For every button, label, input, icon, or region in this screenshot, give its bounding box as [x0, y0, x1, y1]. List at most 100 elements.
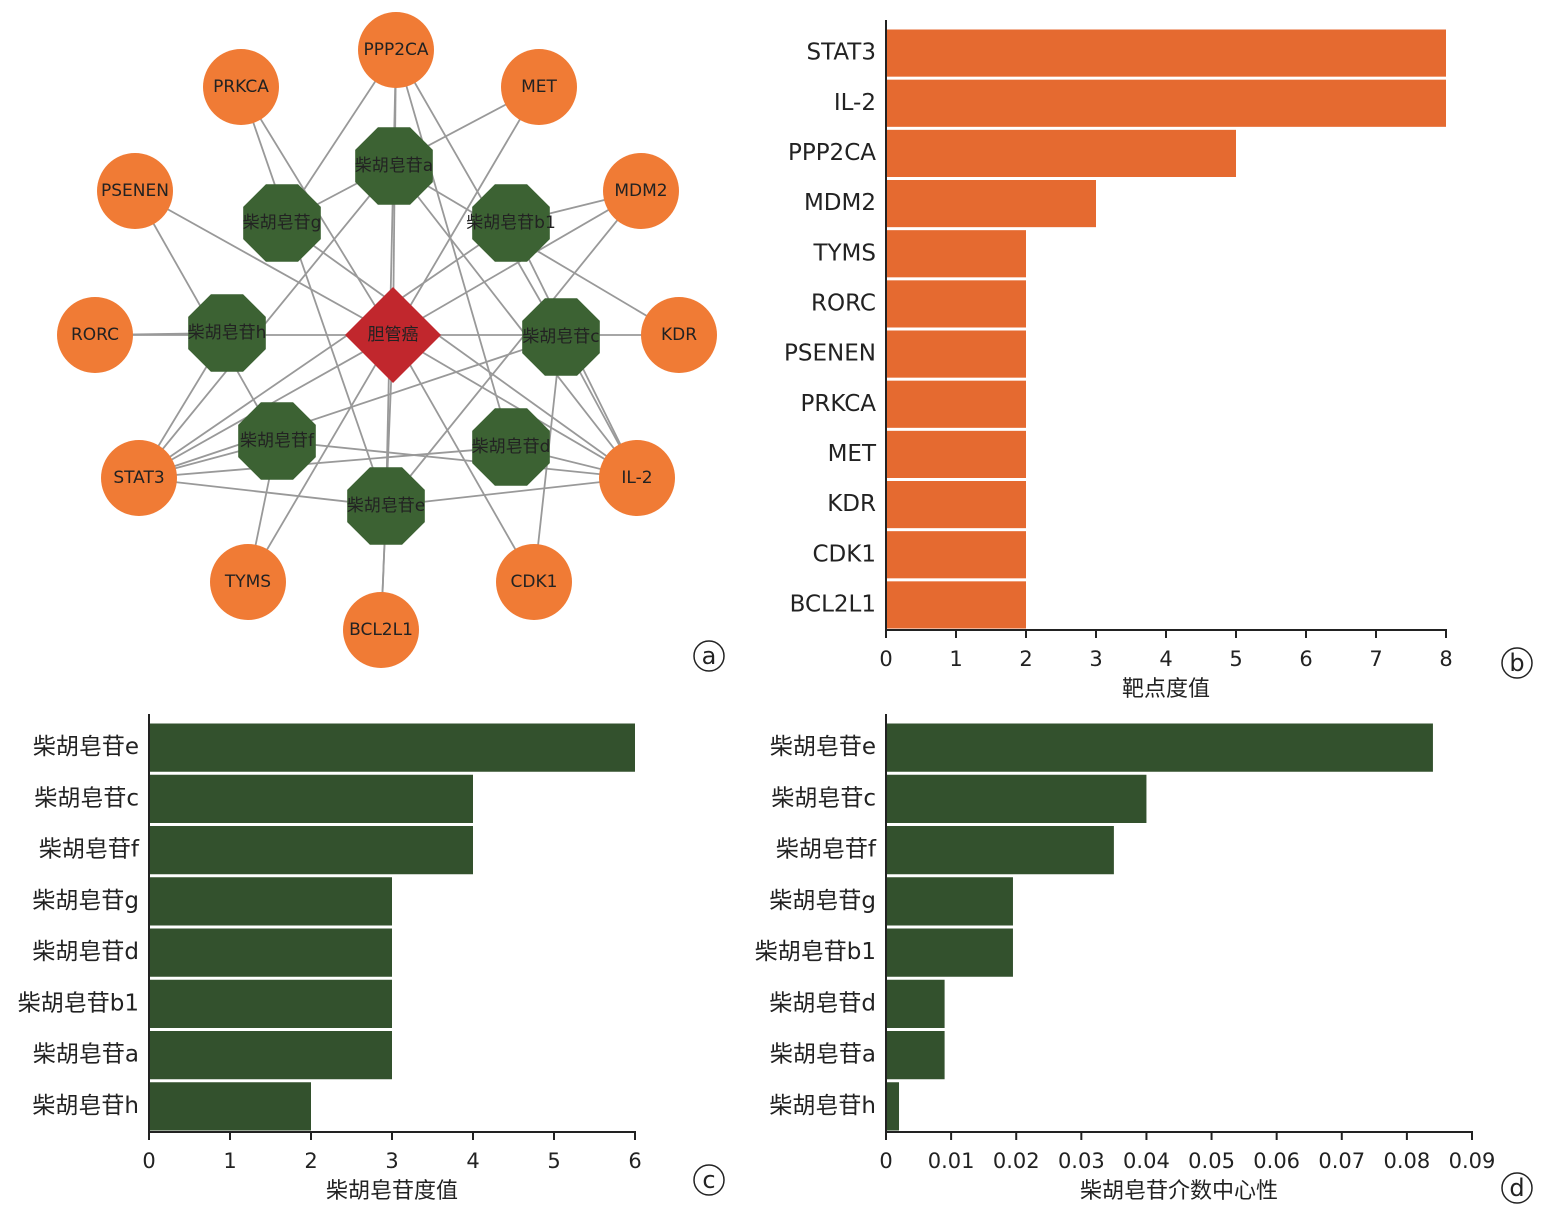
- node-label: IL-2: [621, 468, 652, 488]
- x-tick-label: 0.09: [1449, 1149, 1496, 1173]
- bar: [886, 430, 1026, 478]
- node-label: BCL2L1: [349, 620, 413, 640]
- node-label: MET: [521, 77, 557, 97]
- compound-node: [472, 408, 550, 486]
- panel-label-circle: [693, 640, 725, 672]
- edge: [392, 190, 642, 336]
- compound-node: [347, 467, 425, 545]
- compound-node: [243, 184, 321, 262]
- y-tick-label: BCL2L1: [790, 591, 876, 617]
- node-label: PSENEN: [101, 181, 169, 201]
- bar: [886, 928, 1013, 977]
- x-tick-label: 1: [223, 1149, 236, 1173]
- bar: [149, 877, 392, 926]
- y-tick-label: STAT3: [807, 40, 877, 66]
- node-label: KDR: [661, 325, 697, 345]
- node-label: 柴胡皂苷b1: [466, 213, 556, 233]
- disease-node: [345, 287, 441, 383]
- edge: [392, 334, 535, 583]
- panel-label: c: [702, 1166, 715, 1194]
- y-tick-label: 柴胡皂苷f: [776, 837, 877, 863]
- bar: [149, 723, 635, 772]
- node-label: 柴胡皂苷g: [243, 213, 322, 233]
- y-tick-label: IL-2: [834, 90, 876, 116]
- bar: [886, 280, 1026, 328]
- bar: [886, 826, 1114, 875]
- x-tick-label: 0.03: [1058, 1149, 1105, 1173]
- x-tick-label: 0.08: [1384, 1149, 1431, 1173]
- edge: [247, 334, 394, 583]
- node-label: MDM2: [614, 181, 667, 201]
- y-tick-label: PRKCA: [801, 391, 877, 417]
- node-label: 胆管癌: [368, 325, 419, 345]
- x-tick-label: 6: [1299, 647, 1312, 671]
- bar: [886, 79, 1446, 127]
- edge: [385, 190, 642, 507]
- y-tick-label: 柴胡皂苷h: [32, 1093, 139, 1119]
- edge: [395, 49, 562, 338]
- bar: [886, 330, 1026, 378]
- y-tick-label: 柴胡皂苷a: [770, 1042, 876, 1068]
- target-node: [57, 297, 133, 373]
- node-label: 柴胡皂苷d: [472, 437, 551, 457]
- node-label: RORC: [71, 325, 119, 345]
- x-tick-label: 0: [879, 1149, 892, 1173]
- y-tick-label: MET: [828, 441, 877, 467]
- target-node: [603, 153, 679, 229]
- x-tick-label: 0.06: [1253, 1149, 1300, 1173]
- y-tick-label: PSENEN: [784, 341, 876, 367]
- x-tick-label: 0.07: [1318, 1149, 1365, 1173]
- x-tick-label: 8: [1439, 647, 1452, 671]
- x-tick-label: 0: [142, 1149, 155, 1173]
- bar: [886, 29, 1446, 77]
- compound-node: [238, 402, 316, 480]
- target-node: [210, 544, 286, 620]
- edge: [138, 336, 562, 479]
- target-node: [641, 297, 717, 373]
- bar: [886, 877, 1013, 926]
- compound-node: [188, 294, 266, 372]
- edge: [240, 86, 387, 507]
- x-tick-label: 1: [949, 647, 962, 671]
- x-axis-label: 柴胡皂苷介数中心性: [1080, 1179, 1278, 1204]
- node-label: 柴胡皂苷e: [347, 496, 425, 516]
- target-node: [101, 440, 177, 516]
- y-tick-label: 柴胡皂苷g: [769, 888, 876, 914]
- x-tick-label: 0.01: [928, 1149, 975, 1173]
- bar: [149, 774, 473, 823]
- panel-label: b: [1509, 649, 1524, 677]
- x-tick-label: 2: [1019, 647, 1032, 671]
- y-tick-label: PPP2CA: [788, 140, 876, 166]
- x-tick-label: 0.02: [993, 1149, 1040, 1173]
- target-node: [501, 49, 577, 125]
- compound-node: [355, 127, 433, 205]
- x-tick-label: 4: [466, 1149, 479, 1173]
- x-tick-label: 3: [1089, 647, 1102, 671]
- panel-label-circle: [1501, 647, 1533, 679]
- bar: [149, 928, 392, 977]
- x-axis-label: 靶点度值: [1122, 677, 1210, 702]
- edge: [392, 334, 638, 479]
- node-label: 柴胡皂苷f: [240, 431, 315, 451]
- panel-label: d: [1509, 1174, 1524, 1202]
- bar: [886, 723, 1433, 772]
- bar: [149, 979, 392, 1028]
- bar: [886, 481, 1026, 529]
- target-node: [343, 592, 419, 668]
- y-tick-label: 柴胡皂苷e: [770, 734, 876, 760]
- bar: [886, 230, 1026, 278]
- node-label: STAT3: [113, 468, 164, 488]
- edge: [392, 86, 540, 336]
- bar: [149, 1082, 311, 1131]
- y-tick-label: 柴胡皂苷e: [33, 734, 139, 760]
- edge: [281, 222, 638, 479]
- bar: [149, 1031, 392, 1080]
- y-tick-label: RORC: [811, 290, 876, 316]
- edge: [276, 440, 638, 479]
- y-tick-label: 柴胡皂苷b1: [755, 939, 876, 965]
- node-label: TYMS: [224, 572, 271, 592]
- bar: [886, 180, 1096, 228]
- y-tick-label: CDK1: [813, 541, 877, 567]
- x-tick-label: 6: [628, 1149, 641, 1173]
- bar: [886, 129, 1236, 177]
